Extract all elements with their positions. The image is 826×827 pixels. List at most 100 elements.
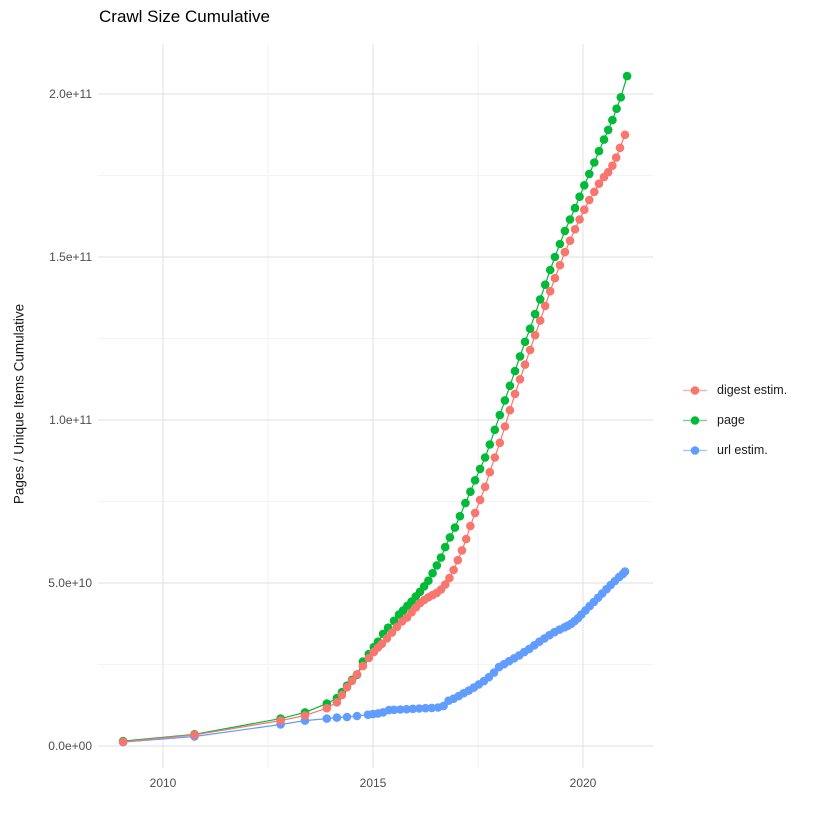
data-point (570, 225, 580, 234)
data-point (535, 295, 545, 304)
data-point (408, 704, 418, 714)
data-point (490, 425, 500, 435)
data-point (515, 375, 525, 384)
data-point (440, 542, 450, 552)
data-point (118, 737, 128, 747)
data-point (599, 135, 609, 144)
series-url-estim- (118, 567, 630, 747)
legend-item-url-estim-: url estim. (682, 435, 787, 465)
data-point (455, 511, 465, 521)
data-point (530, 330, 540, 340)
data-point (608, 161, 617, 170)
y-tick-label: 1.0e+11 (49, 413, 92, 427)
data-point (590, 158, 599, 167)
y-tick-label: 5.0e+10 (48, 576, 92, 590)
data-point (603, 125, 613, 135)
x-tick-label: 2015 (359, 776, 387, 790)
data-point (615, 143, 625, 153)
data-point (440, 580, 450, 589)
data-point (485, 440, 495, 449)
data-point (475, 464, 485, 474)
data-point (550, 273, 560, 283)
data-point (364, 653, 374, 663)
data-point (608, 115, 617, 125)
legend-key-icon (683, 415, 707, 425)
data-point (611, 153, 621, 162)
data-point (427, 703, 437, 713)
data-point (612, 104, 621, 113)
data-point (392, 622, 402, 632)
data-point (540, 301, 550, 311)
y-tick-label: 0.0e+00 (48, 739, 92, 753)
data-point (342, 712, 352, 722)
data-point (590, 187, 599, 197)
data-point (480, 453, 490, 462)
x-tick-label: 2020 (569, 776, 597, 790)
data-point (565, 236, 575, 245)
data-point (475, 495, 485, 505)
data-point (495, 438, 505, 448)
data-point (540, 280, 550, 290)
data-point (396, 705, 405, 714)
data-point (585, 169, 594, 179)
data-point (495, 410, 505, 420)
data-point (428, 568, 437, 578)
legend-label: digest estim. (717, 383, 788, 397)
data-point (620, 567, 630, 576)
data-point (190, 730, 199, 740)
data-point (594, 179, 604, 188)
data-point (500, 396, 510, 405)
data-point (565, 215, 575, 224)
data-point (337, 690, 347, 700)
data-point (575, 192, 584, 201)
data-point (382, 634, 392, 643)
data-point (620, 130, 630, 140)
data-point (352, 670, 362, 679)
legend-label: url estim. (717, 443, 768, 457)
series-layer (118, 71, 632, 747)
legend-item-digest-estim-: digest estim. (682, 375, 787, 405)
data-point (560, 226, 570, 236)
data-point (545, 265, 555, 275)
data-point (580, 181, 589, 190)
data-point (414, 704, 424, 713)
data-point (387, 628, 397, 637)
data-point (570, 203, 580, 213)
data-point (555, 260, 565, 270)
data-point (603, 167, 613, 177)
data-point (432, 561, 442, 570)
data-point (535, 316, 545, 325)
data-point (550, 252, 560, 262)
data-point (560, 247, 570, 257)
data-point (545, 286, 555, 296)
data-point (377, 639, 387, 649)
data-point (445, 573, 454, 583)
data-point (580, 205, 589, 214)
data-point (520, 337, 530, 347)
data-point (466, 487, 475, 497)
gridlines (98, 44, 653, 768)
data-point (489, 668, 499, 677)
data-point (445, 533, 455, 542)
data-point (453, 555, 463, 565)
data-point (322, 714, 332, 723)
data-point (622, 71, 632, 81)
data-point (575, 215, 584, 224)
data-point (525, 345, 535, 355)
data-point (332, 713, 342, 722)
legend-label: page (717, 413, 745, 427)
data-point (585, 195, 594, 205)
data-point (466, 521, 475, 531)
data-point (424, 576, 433, 585)
legend-key-icon (683, 445, 707, 455)
data-point (358, 661, 368, 671)
data-point (510, 366, 520, 376)
data-point (525, 324, 535, 334)
data-point (449, 565, 458, 575)
data-point (510, 389, 520, 399)
data-point (480, 482, 490, 492)
data-point (332, 698, 342, 707)
legend-key-icon (683, 385, 707, 395)
data-point (500, 422, 510, 431)
